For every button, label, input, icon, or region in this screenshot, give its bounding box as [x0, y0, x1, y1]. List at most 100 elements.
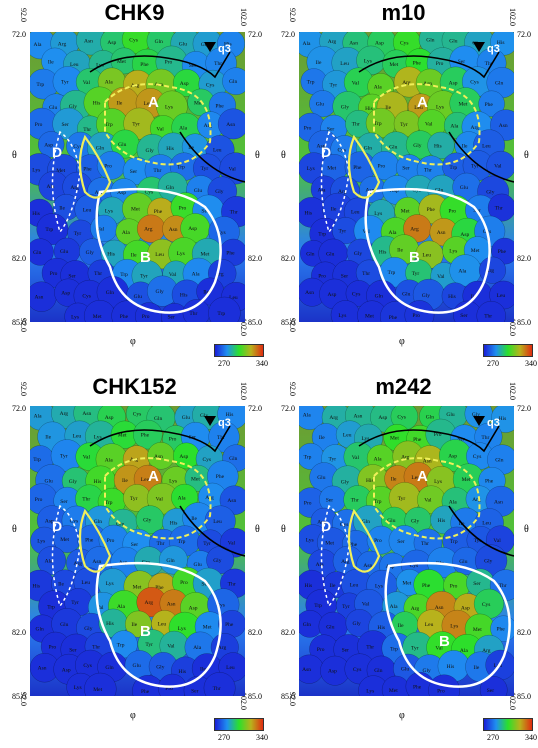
residue-label: Cys [397, 415, 406, 421]
residue-label: Pro [49, 644, 57, 650]
residue-label: Thr [499, 583, 507, 589]
residue-label: Asp [45, 518, 54, 524]
region-b-outline [364, 187, 491, 314]
residue-label: His [226, 412, 234, 418]
region-a-outline [104, 457, 212, 540]
theta-mid-tick: 82.0 [12, 628, 26, 637]
residue-label: His [93, 101, 101, 107]
residue-label: Arg [471, 125, 480, 131]
residue-label: Gly [143, 518, 152, 524]
residue-label: Met [471, 248, 480, 254]
map-panel-2: m10 72.0 82.0 85.0 72.0 82.0 85.0 92.0 1… [269, 0, 538, 374]
residue-label: Cys [203, 457, 212, 463]
region-a-label: A [148, 94, 159, 111]
region-d-label: D [321, 518, 331, 534]
residue-label: Cys [217, 230, 226, 236]
residue-label: Ala [117, 604, 126, 610]
residue-label: Trp [388, 270, 396, 276]
residue-label: Lys [374, 211, 382, 217]
residue-label: Phe [389, 315, 398, 321]
theta-top-tick-right: 72.0 [248, 404, 262, 413]
theta-top-tick-right: 72.0 [517, 30, 531, 39]
residue-label: Pro [378, 164, 386, 170]
panel-title: CHK9 [104, 0, 165, 25]
region-b-label: B [140, 249, 151, 266]
residue-label: Leu [83, 207, 92, 213]
residue-map: Ala Arg Asn Asp Cys Gln Glu Gly His Ile Leu Lys Met P… [299, 32, 514, 322]
residue-label: His [377, 625, 385, 631]
residue-label: Ala [316, 562, 325, 568]
residue-label: Phe [413, 437, 422, 443]
residue-label: Tyr [60, 454, 68, 460]
residue-label: Cys [470, 80, 479, 86]
residue-map: Ala Arg Asn Asp Cys Gln Glu Gly His Ile Leu Lys Met P… [30, 406, 245, 696]
residue-label: Tyr [412, 271, 420, 277]
residue-label: Pro [318, 274, 326, 280]
residue-label: Pro [436, 61, 444, 67]
residue-label: Asp [317, 143, 326, 149]
residue-label: Gly [84, 626, 93, 632]
residue-label: Trp [178, 539, 186, 545]
residue-label: Pro [142, 314, 150, 320]
region-b-outline [95, 561, 222, 688]
boundary-line-right [179, 505, 245, 557]
residue-cell [222, 67, 245, 96]
residue-label: Ala [460, 648, 469, 654]
residue-label: Leu [482, 143, 491, 149]
theta-bottom-tick-right: 85.0 [517, 318, 531, 327]
residue-label: Phe [349, 542, 358, 548]
residue-label: Ile [203, 290, 209, 296]
theta-axis-label-right: θ [255, 150, 260, 161]
residue-cell [219, 152, 245, 185]
phi-left-tick: 92.0 [19, 8, 28, 22]
residue-label: Thr [213, 686, 221, 692]
residue-label: Met [325, 541, 334, 547]
residue-label: Lys [434, 479, 442, 485]
colorbar-min: 270 [218, 359, 230, 368]
residue-label: Phe [155, 585, 164, 591]
residue-label: Arg [472, 497, 481, 503]
residue-label: Arg [60, 411, 69, 417]
residue-label: Asp [188, 226, 197, 232]
residue-label: Lys [450, 624, 458, 630]
residue-label: Gln [166, 558, 175, 564]
residue-label: His [94, 479, 102, 485]
residue-label: His [448, 294, 456, 300]
residue-label: Asn [437, 230, 446, 236]
residue-label: Ser [460, 313, 468, 319]
residue-label: Thr [366, 644, 374, 650]
residue-label: His [106, 621, 114, 627]
residue-label: Arg [338, 189, 347, 195]
residue-label: Glu [194, 562, 203, 568]
residue-label: Tyr [203, 541, 211, 547]
residue-label: Lys [74, 685, 82, 691]
theta-mid-tick: 82.0 [281, 254, 295, 263]
residue-label: Arg [144, 227, 153, 233]
region-a-outline [104, 83, 212, 166]
residue-label: Cys [482, 602, 491, 608]
residue-label: Glu [317, 475, 326, 481]
residue-label: Ile [122, 478, 128, 484]
residue-label: Gly [353, 621, 362, 627]
residue-label: Glu [118, 142, 127, 148]
residue-label: Trp [36, 82, 44, 88]
residue-label: Arg [486, 268, 495, 274]
residue-cell [217, 108, 245, 140]
residue-label: Thr [228, 581, 236, 587]
residue-label: Tyr [339, 229, 347, 235]
residue-label: Ser [191, 688, 199, 694]
residue-label: Leu [343, 433, 352, 439]
residue-cell [203, 672, 236, 696]
residue-label: Gly [69, 479, 78, 485]
residue-label: Asn [349, 41, 358, 47]
residue-label: Ile [398, 623, 404, 629]
residue-label: Leu [350, 583, 359, 589]
residue-label: Ser [341, 273, 349, 279]
residue-label: Phe [83, 166, 92, 172]
residue-label: His [499, 416, 507, 422]
colorbar [214, 718, 264, 731]
residue-label: Phe [141, 689, 150, 695]
residue-label: Lys [177, 251, 185, 257]
residue-label: Cys [83, 663, 92, 669]
map-panel-4: m242 72.0 82.0 85.0 72.0 82.0 85.0 92.0 … [269, 374, 538, 748]
